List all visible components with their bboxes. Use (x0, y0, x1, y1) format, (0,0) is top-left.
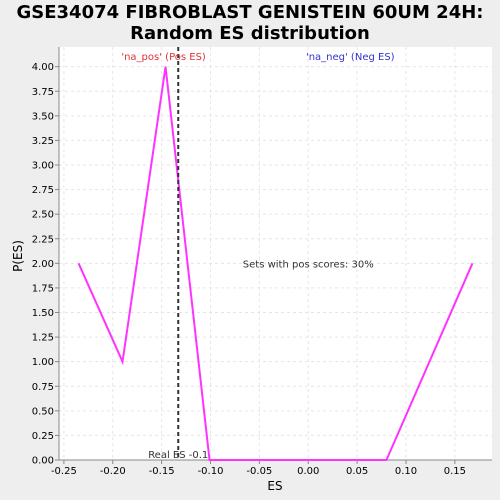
series-line (77, 66, 474, 461)
chart-title: GSE34074 FIBROBLAST GENISTEIN 60UM 24H: … (0, 2, 500, 44)
y-axis-title: P(ES) (11, 240, 25, 272)
y-tick-label: 0.00 (32, 456, 54, 467)
chart-title-line-1: GSE34074 FIBROBLAST GENISTEIN 60UM 24H: (16, 2, 484, 23)
y-tick-label: 3.25 (32, 136, 54, 147)
plot-area (59, 47, 492, 460)
x-tick-label: 0.15 (444, 466, 466, 477)
pos-es-label: 'na_pos' (Pos ES) (121, 52, 206, 63)
x-tick-label: -0.15 (149, 466, 175, 477)
y-tick-label: 2.50 (32, 210, 54, 221)
real-es-label: Real ES -0.1 (148, 450, 208, 461)
x-tick-label: -0.25 (51, 466, 77, 477)
x-tick-label: -0.10 (198, 466, 224, 477)
y-tick-label: 0.25 (32, 431, 54, 442)
y-tick-label: 1.50 (32, 308, 54, 319)
x-tick-label: 0.10 (395, 466, 417, 477)
pos-score-summary: Sets with pos scores: 30% (243, 259, 374, 270)
y-tick-label: 0.50 (32, 406, 54, 417)
y-tick-label: 1.75 (32, 283, 54, 294)
axis-ticks: 0.00 0.25 0.50 0.75 1.00 1.25 1.50 1.75 2.00 2.25… (32, 62, 466, 477)
y-tick-label: 1.00 (32, 357, 54, 368)
y-tick-label: 1.25 (32, 333, 54, 344)
x-tick-label: -0.05 (246, 466, 272, 477)
grid-lines (59, 47, 492, 460)
y-tick-label: 2.25 (32, 234, 54, 245)
x-tick-label: 0.00 (297, 466, 319, 477)
y-tick-label: 3.00 (32, 161, 54, 172)
x-tick-label: -0.20 (100, 466, 126, 477)
y-tick-label: 3.50 (32, 111, 54, 122)
x-tick-label: 0.05 (346, 466, 368, 477)
y-tick-label: 4.00 (32, 62, 54, 73)
neg-es-label: 'na_neg' (Neg ES) (306, 52, 395, 63)
x-axis-title: ES (267, 479, 282, 493)
chart-title-line-2: Random ES distribution (130, 23, 370, 44)
y-tick-label: 2.75 (32, 185, 54, 196)
y-tick-label: 2.00 (32, 259, 54, 270)
y-tick-label: 3.75 (32, 87, 54, 98)
y-tick-label: 0.75 (32, 382, 54, 393)
